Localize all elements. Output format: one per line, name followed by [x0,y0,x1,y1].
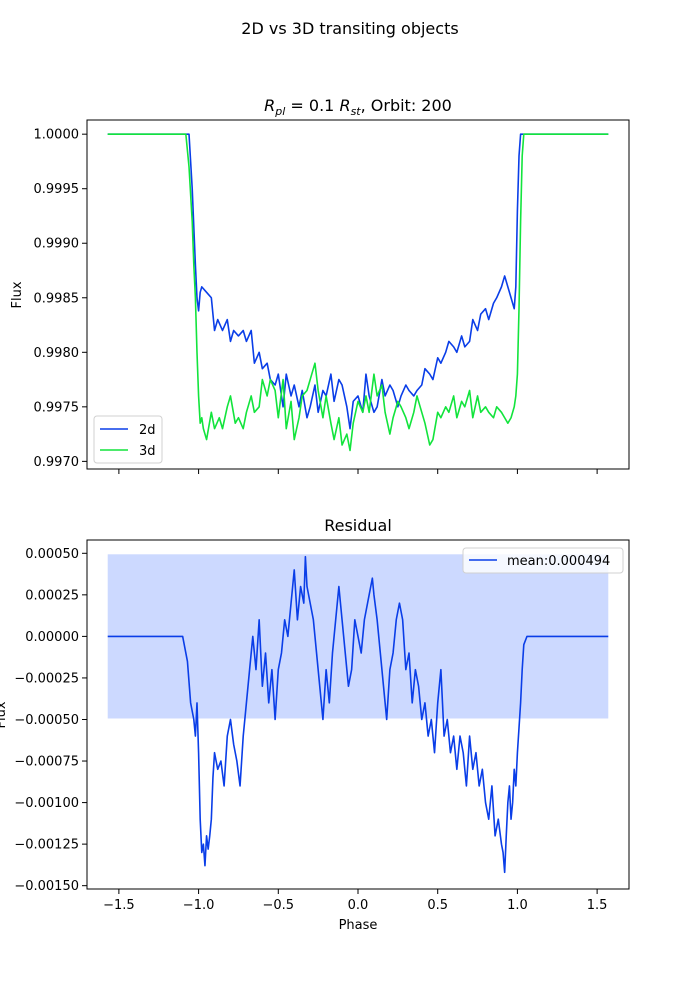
y-tick-label: 0.9980 [34,346,80,361]
series-line-2d [107,133,609,430]
x-tick-label: 1.0 [507,898,528,913]
residual-ylabel: Flux [0,701,9,728]
legend-label-3d: 3d [139,444,156,459]
series-line-residual [107,555,609,874]
y-tick-label: −0.00050 [14,713,79,728]
x-tick-label: 1.5 [587,898,608,913]
series-line-3d [107,133,609,452]
flux-legend: 2d 3d [93,415,163,464]
y-tick-label: 0.00000 [25,630,79,645]
y-tick-label: 0.9975 [34,400,80,415]
flux-panel: Rpl = 0.1 Rst, Orbit: 200 0.9970 0.9975 0.… [10,96,630,474]
y-tick-label: 0.00050 [25,547,79,562]
y-tick-label: −0.00150 [14,879,79,894]
residual-legend: mean:0.000494 [462,547,624,574]
residual-panel-title: Residual [324,516,392,535]
y-tick-label: 0.9990 [34,237,80,252]
x-tick-label: −1.0 [183,898,215,913]
y-tick-label: 0.9970 [34,455,80,470]
flux-panel-title: Rpl = 0.1 Rst, Orbit: 200 [264,96,452,118]
x-tick-label: −1.5 [103,898,135,913]
y-tick-label: 1.0000 [34,128,80,143]
y-tick-label: 0.00025 [25,588,79,603]
y-tick-label: −0.00075 [14,755,79,770]
y-tick-label: −0.00125 [14,838,79,853]
residual-panel-frame [86,539,630,890]
x-tick-label: −0.5 [263,898,295,913]
figure-suptitle: 2D vs 3D transiting objects [241,19,458,38]
x-tick-label: 0.5 [427,898,448,913]
flux-ylabel: Flux [10,281,25,308]
y-tick-label: −0.00025 [14,671,79,686]
y-tick-label: 0.9995 [34,182,80,197]
legend-label-mean: mean:0.000494 [507,554,610,569]
x-tick-label: 0.0 [348,898,369,913]
y-tick-label: −0.00100 [14,796,79,811]
residual-panel: Residual −1.5 −1.0 −0.5 0.0 0.5 1.0 1.5 −0.001… [0,516,630,933]
residual-xlabel: Phase [339,918,378,933]
legend-label-2d: 2d [139,423,156,438]
y-tick-label: 0.9985 [34,291,80,306]
flux-panel-frame [86,119,630,470]
